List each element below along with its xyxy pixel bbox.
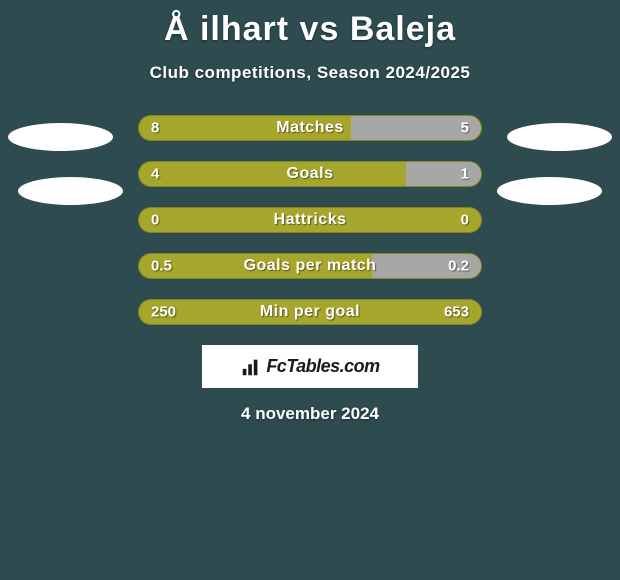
bar-label: Min per goal xyxy=(260,303,360,321)
bar-value-left: 0.5 xyxy=(151,258,172,275)
bar-value-left: 250 xyxy=(151,304,176,321)
footer-date: 4 november 2024 xyxy=(0,404,620,424)
bar-label: Hattricks xyxy=(274,211,347,229)
bar-chart-icon xyxy=(240,356,262,378)
logo-box: FcTables.com xyxy=(202,345,418,388)
bar-row: 0.5 0.2 Goals per match xyxy=(138,253,482,279)
bar-value-right: 653 xyxy=(444,304,469,321)
bar-left-fill xyxy=(139,162,406,186)
bar-value-right: 5 xyxy=(461,120,469,137)
player-right-oval-1 xyxy=(507,123,612,151)
bar-label: Goals per match xyxy=(244,257,377,275)
bar-row: 8 5 Matches xyxy=(138,115,482,141)
player-left-oval-2 xyxy=(18,177,123,205)
logo-text: FcTables.com xyxy=(266,356,379,377)
comparison-bars: 8 5 Matches 4 1 Goals 0 0 Hattricks 0.5 0.2 Goals p… xyxy=(138,115,482,325)
bar-value-right: 1 xyxy=(461,166,469,183)
bar-row: 250 653 Min per goal xyxy=(138,299,482,325)
bar-label: Matches xyxy=(276,119,344,137)
bar-right-fill xyxy=(406,162,481,186)
page-subtitle: Club competitions, Season 2024/2025 xyxy=(0,63,620,83)
player-right-oval-2 xyxy=(497,177,602,205)
page-title: Å ilhart vs Baleja xyxy=(0,0,620,49)
bar-value-left: 0 xyxy=(151,212,159,229)
bar-label: Goals xyxy=(287,165,334,183)
bar-row: 4 1 Goals xyxy=(138,161,482,187)
player-left-oval-1 xyxy=(8,123,113,151)
bar-value-left: 4 xyxy=(151,166,159,183)
bar-value-right: 0 xyxy=(461,212,469,229)
bar-row: 0 0 Hattricks xyxy=(138,207,482,233)
bar-value-left: 8 xyxy=(151,120,159,137)
bar-value-right: 0.2 xyxy=(448,258,469,275)
